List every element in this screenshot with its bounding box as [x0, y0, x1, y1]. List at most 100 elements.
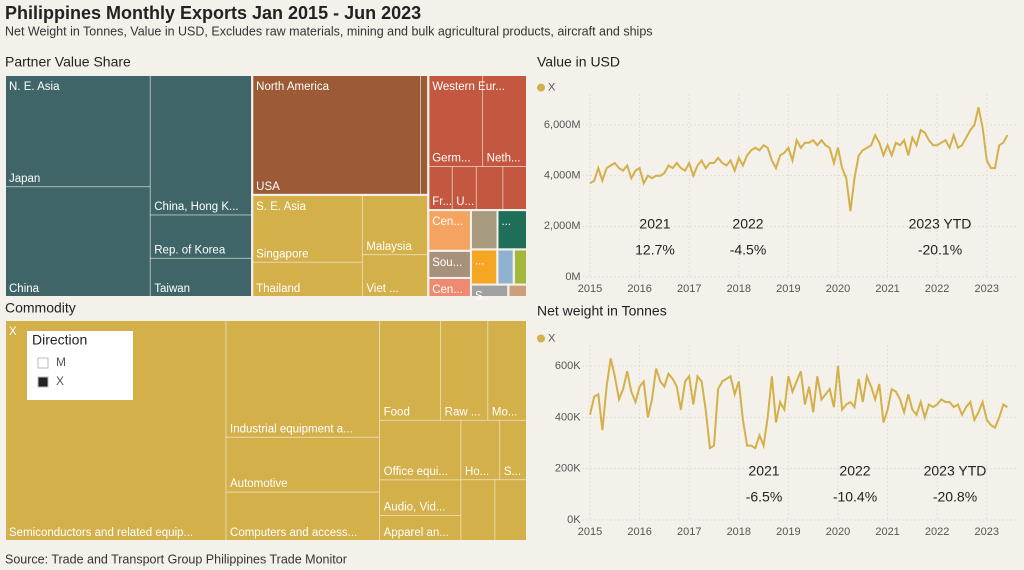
- treemap-cell: [502, 166, 528, 211]
- y-tick-label: 400K: [555, 411, 581, 423]
- x-tick-label: 2021: [875, 283, 899, 295]
- x-tick-label: 2016: [627, 526, 651, 538]
- cell-label: Raw ...: [445, 406, 481, 418]
- y-tick-label: 600K: [555, 360, 581, 372]
- y-tick-label: 6,000M: [544, 119, 581, 131]
- cell-label: Ho...: [465, 466, 489, 478]
- page-subtitle: Net Weight in Tonnes, Value in USD, Excl…: [5, 24, 653, 38]
- cell-label: Automotive: [230, 478, 288, 490]
- legend-label: X: [548, 332, 556, 344]
- treemap-cell: [149, 214, 253, 259]
- annotation-label: 2021: [748, 463, 779, 479]
- group-label: ...: [475, 255, 485, 267]
- cell-label: China, Hong K...: [154, 201, 238, 213]
- treemap-cell: [507, 284, 528, 298]
- treemap-cell: [475, 166, 504, 211]
- chart-title: Commodity: [5, 300, 76, 316]
- page-title: Philippines Monthly Exports Jan 2015 - J…: [5, 3, 421, 23]
- x-tick-label: 2015: [578, 526, 602, 538]
- treemap-cell: [361, 254, 429, 298]
- group-label: Cen...: [432, 284, 463, 296]
- x-tick-label: 2017: [677, 526, 701, 538]
- group-label: X: [9, 326, 17, 338]
- treemap-cell: [482, 74, 528, 168]
- legend-title: Direction: [32, 332, 87, 348]
- treemap-cell: [251, 74, 421, 196]
- treemap-cell: [460, 479, 496, 542]
- annotation-label: 2023 YTD: [909, 216, 972, 232]
- group-label: Cen...: [432, 216, 463, 228]
- cell-label: China: [9, 283, 40, 295]
- group-border: [507, 283, 528, 298]
- x-tick-label: 2017: [677, 283, 701, 295]
- y-tick-label: 2,000M: [544, 220, 581, 232]
- x-tick-label: 2018: [727, 283, 751, 295]
- group-label: ...: [501, 216, 511, 228]
- legend-label: X: [548, 82, 556, 94]
- cell-label: USA: [256, 181, 280, 193]
- x-tick-label: 2020: [826, 526, 850, 538]
- x-tick-label: 2019: [776, 526, 800, 538]
- legend-dot: [537, 83, 545, 92]
- annotation-label: 2023 YTD: [924, 463, 987, 479]
- annotation-value: -20.8%: [933, 489, 977, 505]
- group-label: Sou...: [432, 257, 462, 269]
- cell-label: Audio, Vid...: [384, 501, 446, 513]
- line: [589, 358, 1008, 450]
- cell-label: S...: [504, 466, 521, 478]
- treemap-cell: [440, 319, 489, 421]
- group-border: [4, 319, 528, 542]
- annotation-value: -20.1%: [918, 242, 962, 258]
- chart-title: Value in USD: [537, 54, 620, 70]
- treemap-cell: [4, 74, 151, 188]
- annotation-value: -6.5%: [746, 489, 783, 505]
- group-label: S. E. Asia: [256, 201, 306, 213]
- treemap-cell: [451, 166, 477, 211]
- x-tick-label: 2016: [627, 283, 651, 295]
- cell-label: Japan: [9, 173, 40, 185]
- group-label: North America: [256, 81, 329, 93]
- cell-label: Thailand: [256, 283, 300, 295]
- x-tick-label: 2023: [975, 526, 999, 538]
- treemap-cell: [225, 436, 381, 493]
- treemap-cell: [497, 209, 528, 250]
- treemap-cell: [149, 74, 253, 216]
- legend-dot: [537, 334, 545, 343]
- cell-label: Taiwan: [154, 283, 190, 295]
- annotation-value: -4.5%: [730, 242, 767, 258]
- treemap-cell: [513, 249, 528, 285]
- legend-label: X: [56, 374, 64, 388]
- legend-swatch: [37, 357, 49, 369]
- annotation-value: -10.4%: [833, 489, 877, 505]
- group-label: S...: [475, 291, 492, 303]
- cell-label: Mo...: [492, 406, 518, 418]
- treemap-cell: [251, 194, 363, 263]
- line: [589, 107, 1009, 212]
- group-label: Western Eur...: [432, 81, 505, 93]
- y-tick-label: 0M: [565, 271, 580, 283]
- legend-label: M: [56, 355, 66, 369]
- cell-label: Computers and access...: [230, 527, 357, 539]
- cell-label: Viet ...: [366, 283, 398, 295]
- y-tick-label: 4,000M: [544, 170, 581, 182]
- annotation-label: 2022: [839, 463, 870, 479]
- x-tick-label: 2019: [776, 283, 800, 295]
- annotation-value: 12.7%: [635, 242, 675, 258]
- annotation-label: 2022: [732, 216, 763, 232]
- cell-label: Malaysia: [366, 241, 412, 253]
- annotation-label: 2021: [639, 216, 670, 232]
- treemap-cell: [379, 479, 462, 516]
- x-tick-label: 2018: [727, 526, 751, 538]
- treemap-cell: [149, 257, 253, 298]
- treemap-cell: [494, 479, 528, 542]
- treemap-cell: [225, 491, 381, 542]
- treemap-cell: [379, 419, 462, 481]
- cell-label: Singapore: [256, 248, 308, 260]
- treemap-cell: [470, 209, 498, 250]
- treemap-cell: [496, 249, 515, 285]
- cell-label: Food: [384, 406, 410, 418]
- treemap-cell: [4, 186, 151, 298]
- treemap-cell: [379, 319, 442, 421]
- cell-label: U...: [456, 196, 474, 208]
